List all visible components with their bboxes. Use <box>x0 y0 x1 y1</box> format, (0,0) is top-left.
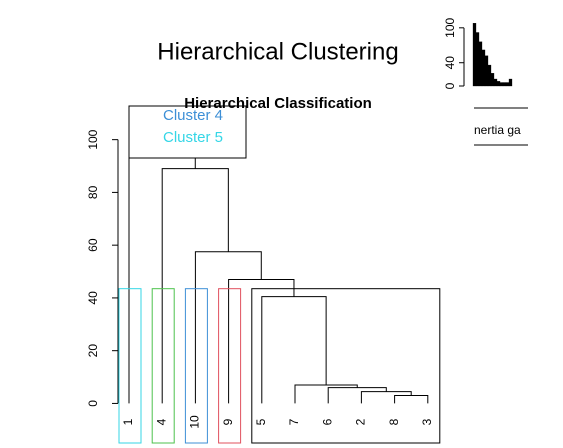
dendrogram-link <box>194 251 262 404</box>
leaf-label: 8 <box>387 418 401 425</box>
leaf-label: 10 <box>188 415 202 429</box>
y-tick-label: 20 <box>86 344 100 358</box>
bar <box>499 82 504 87</box>
bar <box>478 41 483 87</box>
bar <box>475 32 480 87</box>
legend-box <box>128 105 247 159</box>
bar <box>502 82 507 87</box>
legend-entry: Cluster 5 <box>163 129 223 146</box>
chart-subtitle: Hierarchical Classification <box>184 95 372 112</box>
y-tick-label: 40 <box>86 291 100 305</box>
bar <box>472 23 477 87</box>
y-tick-label: 60 <box>86 238 100 252</box>
cluster-box <box>184 288 208 444</box>
y-tick-label: 80 <box>86 185 100 199</box>
cluster-box <box>118 288 142 444</box>
dendrogram-link <box>360 391 412 404</box>
leaf-label: 1 <box>121 418 135 425</box>
bar <box>496 81 501 87</box>
cluster-box <box>218 288 242 444</box>
y-tick-label: 100 <box>86 129 100 149</box>
leaf-label: 3 <box>420 418 434 425</box>
bar <box>508 78 513 87</box>
x-axis-label: nertia ga <box>474 123 521 137</box>
y-tick-label: 100 <box>443 17 457 37</box>
cluster-box <box>151 288 175 444</box>
inset-histogram: 0 40 100 nertia ga <box>440 0 563 150</box>
bar <box>481 49 486 87</box>
y-tick-label: 40 <box>443 56 457 70</box>
leaf-label: 2 <box>354 418 368 425</box>
bar <box>490 73 495 87</box>
leaf-label: 6 <box>320 418 334 425</box>
chart-title: Hierarchical Clustering <box>157 38 398 65</box>
bar <box>487 64 492 87</box>
leaf-label: 5 <box>254 418 268 425</box>
legend-entry: Cluster 4 <box>163 107 223 124</box>
dendrogram-link <box>327 387 387 404</box>
dendrogram-link <box>394 395 429 404</box>
leaf-label: 7 <box>287 418 301 425</box>
leaf-label: 4 <box>154 418 168 425</box>
bar <box>505 82 510 87</box>
leaf-label: 9 <box>221 418 235 425</box>
cluster-box <box>251 288 441 444</box>
dendrogram-link <box>294 384 358 404</box>
dendrogram-link <box>261 296 327 404</box>
dendrogram-link <box>228 278 295 404</box>
y-tick-label: 0 <box>86 400 100 407</box>
bar <box>484 55 489 87</box>
inset-bg <box>440 0 563 150</box>
y-tick-label: 0 <box>443 82 457 89</box>
bar <box>493 78 498 87</box>
